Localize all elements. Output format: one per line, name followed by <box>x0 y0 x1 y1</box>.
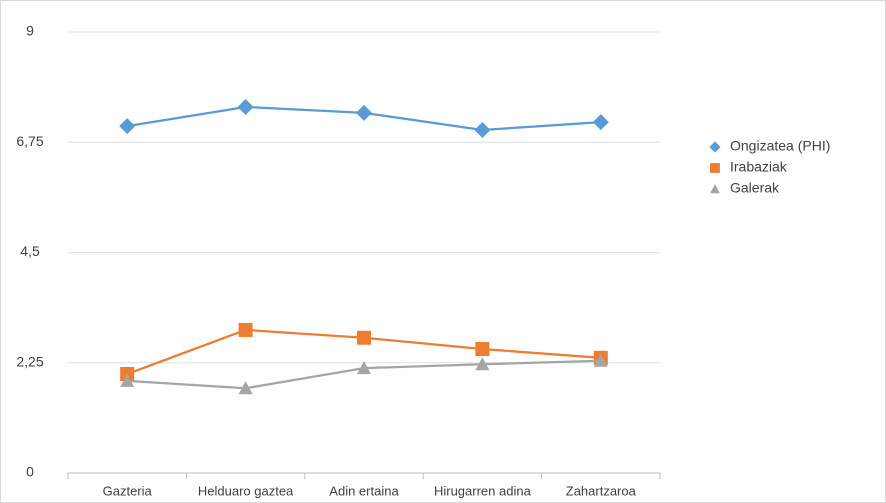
data-point <box>475 342 490 357</box>
data-point <box>120 373 135 387</box>
data-point <box>592 114 609 131</box>
y-tick-label: 4,5 <box>20 243 40 259</box>
data-point <box>119 118 136 135</box>
data-point <box>474 122 491 138</box>
x-tick-label: Gazteria <box>103 483 153 498</box>
data-point <box>238 322 253 337</box>
legend-marker <box>709 141 721 153</box>
data-point <box>357 361 371 375</box>
data-point <box>356 104 372 121</box>
y-tick-label: 2,25 <box>16 353 43 369</box>
legend-marker <box>710 163 720 173</box>
data-point <box>237 98 254 115</box>
legend-label: Ongizatea (PHI) <box>730 138 830 154</box>
legend-marker <box>710 184 720 194</box>
data-point <box>475 357 490 371</box>
x-tick-label: Adin ertaina <box>329 483 399 498</box>
x-tick-label: Helduaro gaztea <box>198 483 294 498</box>
y-tick-label: 9 <box>26 23 34 39</box>
legend-label: Galerak <box>730 180 780 196</box>
data-point <box>238 381 253 395</box>
y-tick-label: 0 <box>26 464 34 480</box>
data-point <box>593 353 608 367</box>
x-tick-label: Hirugarren adina <box>434 483 532 498</box>
legend-label: Irabaziak <box>730 159 788 175</box>
x-tick-label: Zahartzaroa <box>566 483 637 498</box>
y-tick-label: 6,75 <box>16 133 43 149</box>
data-point <box>357 330 371 345</box>
